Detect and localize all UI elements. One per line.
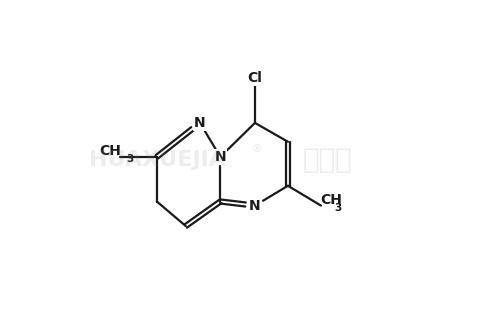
Text: HUAXUEJIA: HUAXUEJIA xyxy=(89,150,226,170)
Text: ®: ® xyxy=(251,144,262,154)
Text: N: N xyxy=(249,199,261,212)
Text: CH: CH xyxy=(320,193,342,207)
Text: 3: 3 xyxy=(334,203,342,212)
Text: N: N xyxy=(215,150,226,164)
Text: 科学加: 科学加 xyxy=(302,146,352,174)
Text: Cl: Cl xyxy=(247,71,262,85)
Text: CH: CH xyxy=(99,144,121,158)
Text: 3: 3 xyxy=(127,154,134,164)
Text: N: N xyxy=(194,116,206,130)
